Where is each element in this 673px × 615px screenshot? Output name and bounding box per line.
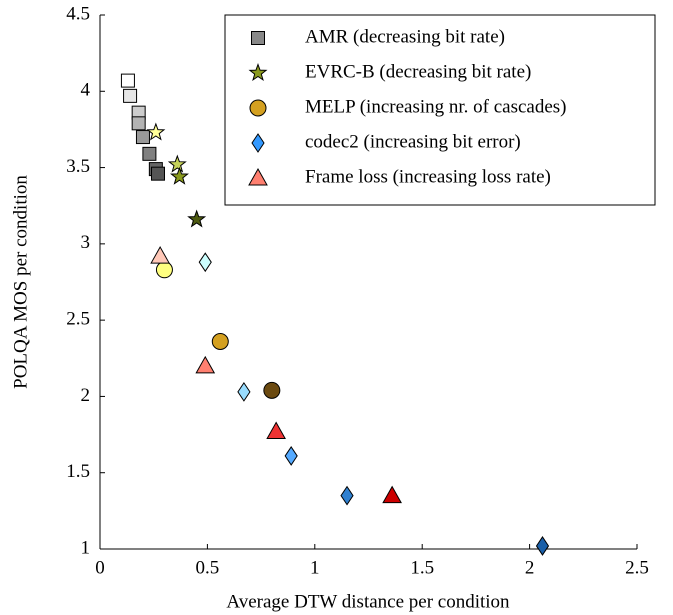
data-point bbox=[266, 421, 286, 440]
y-tick-label: 3 bbox=[81, 232, 91, 253]
data-point bbox=[237, 381, 251, 402]
x-tick-label: 1 bbox=[310, 557, 320, 578]
y-tick-label: 1.5 bbox=[66, 461, 90, 482]
legend-marker bbox=[251, 133, 265, 153]
data-point bbox=[535, 536, 550, 556]
x-tick-label: 0 bbox=[95, 557, 105, 578]
data-point bbox=[195, 355, 216, 374]
data-point bbox=[198, 252, 212, 273]
y-axis-label: POLQA MOS per condition bbox=[10, 175, 31, 389]
y-tick-label: 1 bbox=[81, 537, 91, 558]
legend-marker bbox=[251, 31, 265, 45]
legend-label: EVRC-B (decreasing bit rate) bbox=[305, 61, 531, 82]
x-tick-label: 1.5 bbox=[410, 557, 434, 578]
legend-label: Frame loss (increasing loss rate) bbox=[305, 166, 551, 187]
data-point bbox=[120, 73, 135, 88]
y-tick-label: 2.5 bbox=[66, 309, 90, 330]
data-point bbox=[167, 154, 187, 173]
y-tick-label: 3.5 bbox=[66, 156, 90, 177]
data-point bbox=[155, 261, 173, 279]
y-tick-label: 4.5 bbox=[66, 3, 90, 24]
legend-marker bbox=[249, 99, 267, 117]
y-tick-label: 4 bbox=[81, 80, 91, 101]
legend-marker bbox=[248, 167, 268, 186]
data-point bbox=[169, 166, 189, 185]
data-point bbox=[284, 446, 298, 466]
x-tick-label: 2.5 bbox=[625, 557, 649, 578]
legend-label: AMR (decreasing bit rate) bbox=[305, 26, 505, 47]
legend-box bbox=[224, 14, 656, 206]
data-point bbox=[211, 333, 229, 351]
data-point bbox=[150, 166, 165, 181]
data-point bbox=[123, 88, 138, 103]
data-point bbox=[150, 246, 170, 264]
data-point bbox=[263, 381, 281, 399]
legend-marker bbox=[248, 63, 268, 82]
x-tick-label: 2 bbox=[525, 557, 535, 578]
y-tick-label: 2 bbox=[81, 385, 91, 406]
data-point bbox=[187, 209, 207, 228]
data-point bbox=[131, 116, 146, 131]
data-point bbox=[382, 485, 402, 504]
data-point bbox=[135, 130, 150, 145]
x-tick-label: 0.5 bbox=[196, 557, 220, 578]
data-point bbox=[340, 485, 354, 506]
x-axis-label: Average DTW distance per condition bbox=[226, 591, 510, 612]
legend-label: codec2 (increasing bit error) bbox=[305, 131, 521, 152]
data-point bbox=[142, 146, 157, 161]
legend-label: MELP (increasing nr. of cascades) bbox=[305, 96, 567, 117]
data-point bbox=[146, 122, 166, 141]
